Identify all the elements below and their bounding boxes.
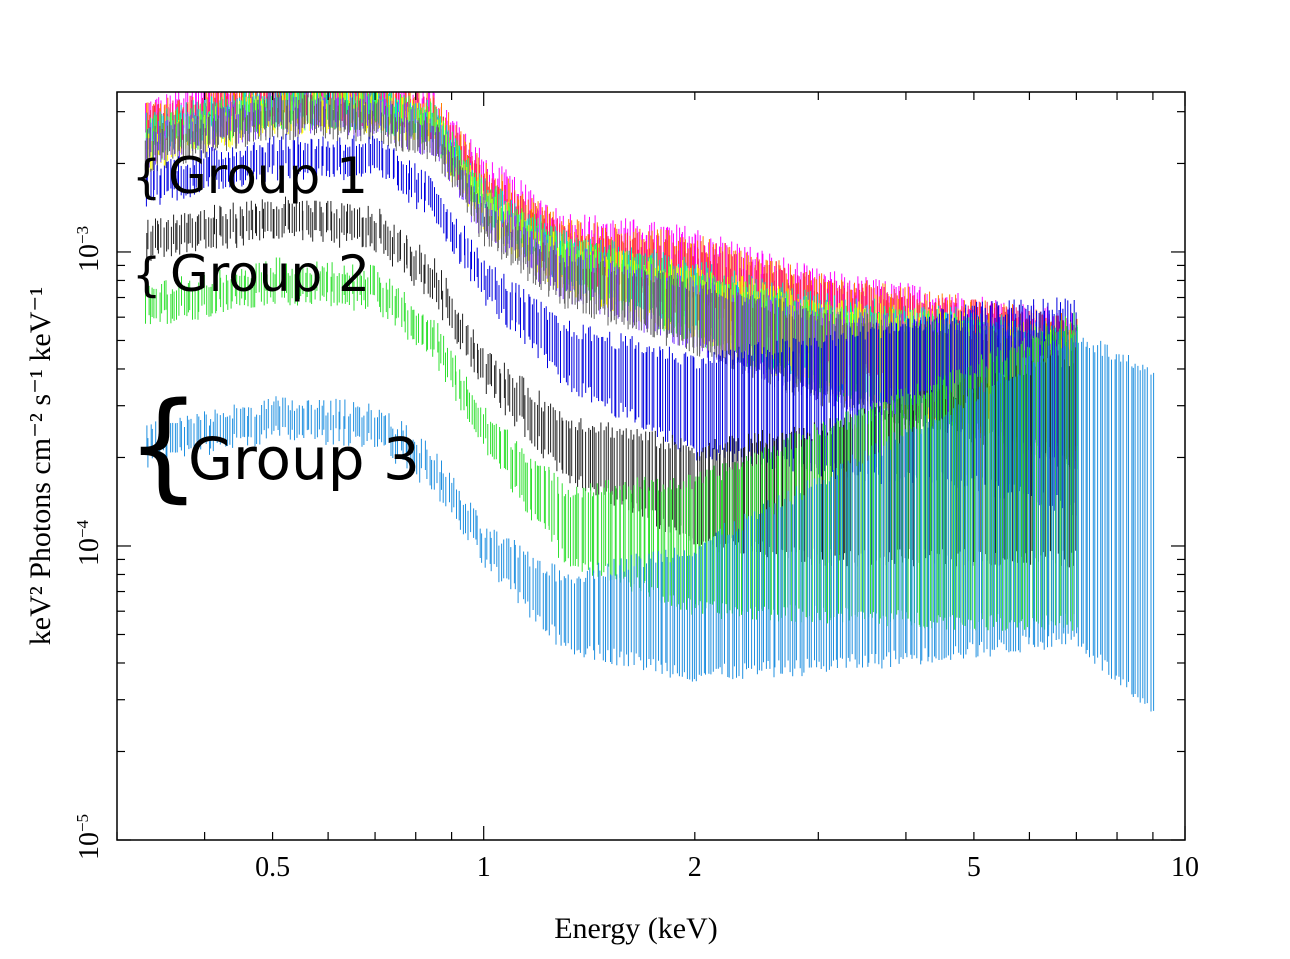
spectrum-series	[146, 330, 1155, 712]
series-layer	[144, 92, 1155, 712]
